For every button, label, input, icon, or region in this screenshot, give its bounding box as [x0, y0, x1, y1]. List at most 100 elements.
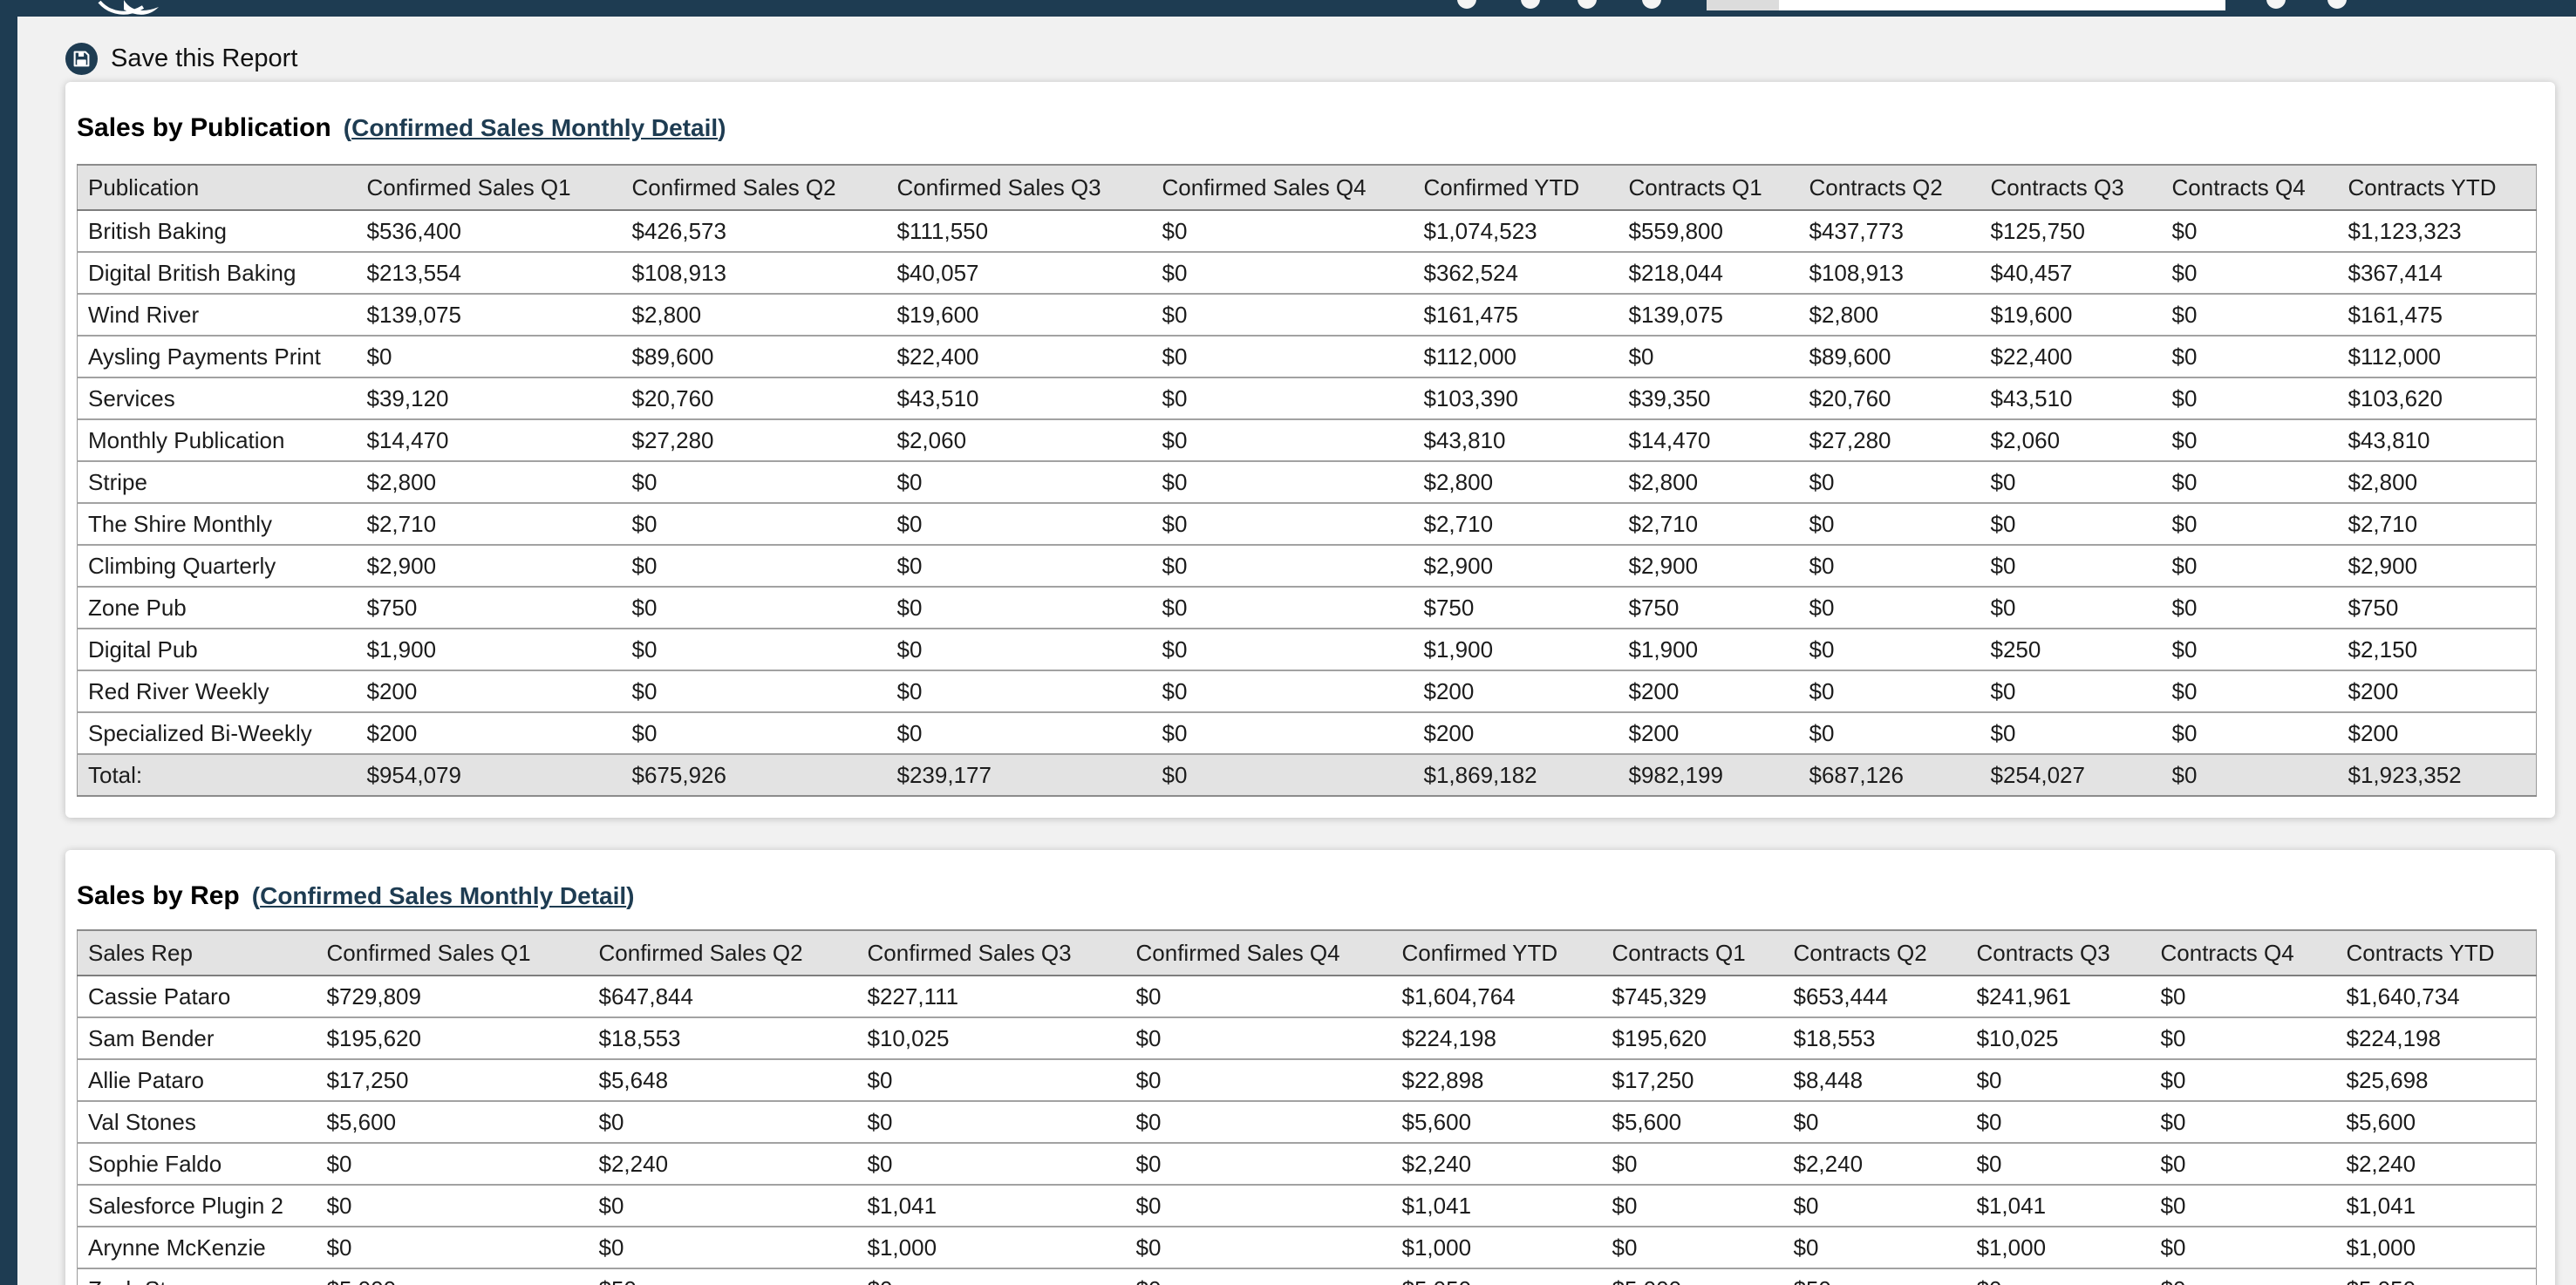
cell-value: $1,041	[856, 1185, 1126, 1227]
cell-value: $22,400	[1980, 336, 2162, 378]
cell-value: $2,710	[1413, 503, 1619, 546]
global-search-input[interactable]	[1779, 0, 2225, 10]
save-report-button[interactable]: Save this Report	[65, 41, 297, 76]
cell-value: $0	[1601, 1185, 1783, 1227]
nav-icon[interactable]	[1578, 0, 1597, 9]
cell-value: $2,710	[2337, 503, 2537, 546]
cell-value: $0	[2161, 503, 2338, 546]
cell-value: $0	[1980, 670, 2162, 713]
cell-value: $254,027	[1980, 754, 2162, 797]
cell-value: $0	[1980, 545, 2162, 588]
cell-value: $2,800	[1618, 461, 1799, 504]
table-header-row: Sales Rep Confirmed Sales Q1 Confirmed Sal…	[77, 929, 2537, 976]
cell-value: $108,913	[1798, 252, 1980, 295]
row-label: Sophie Faldo	[77, 1143, 317, 1186]
cell-value: $39,350	[1618, 377, 1799, 420]
cell-value: $0	[588, 1101, 857, 1144]
cell-value: $0	[2161, 419, 2338, 462]
cell-value: $0	[621, 629, 887, 671]
cell-value: $0	[2161, 336, 2338, 378]
nav-icon[interactable]	[1521, 0, 1540, 9]
section-title: Sales by Rep	[77, 881, 240, 910]
cell-value: $40,057	[886, 252, 1152, 295]
cell-value: $954,079	[356, 754, 622, 797]
cell-value: $750	[2337, 587, 2537, 629]
nav-icon[interactable]	[1457, 0, 1476, 9]
cell-value: $89,600	[1798, 336, 1980, 378]
table-row: Red River Weekly $200 $0 $0 $0 $200 $200 $0 $0 $0…	[77, 670, 2537, 713]
cell-value: $89,600	[621, 336, 887, 378]
cell-value: $2,800	[621, 294, 887, 337]
cell-value: $0	[2150, 1185, 2336, 1227]
cell-value: $27,280	[621, 419, 887, 462]
search-category-button[interactable]	[1707, 0, 1779, 10]
column-header: Confirmed YTD	[1413, 164, 1619, 211]
cell-value: $1,869,182	[1413, 754, 1619, 797]
row-label: Sam Bender	[77, 1017, 317, 1060]
cell-value: $0	[1151, 629, 1414, 671]
cell-value: $0	[2150, 1101, 2336, 1144]
cell-value: $2,900	[1413, 545, 1619, 588]
table-row: British Baking $536,400 $426,573 $111,550 $0…	[77, 210, 2537, 253]
cell-value: $43,810	[2337, 419, 2537, 462]
table-row: Zone Pub $750 $0 $0 $0 $750 $750 $0 $0 $0 $750	[77, 587, 2537, 629]
sales-by-rep-table: Sales Rep Confirmed Sales Q1 Confirmed Sal…	[77, 929, 2537, 1285]
cell-value: $0	[1151, 545, 1414, 588]
table-row: Monthly Publication $14,470 $27,280 $2,060 $…	[77, 419, 2537, 462]
row-label: Total:	[77, 754, 357, 797]
confirmed-sales-detail-link[interactable]: Confirmed Sales Monthly Detail	[260, 882, 627, 909]
nav-icon[interactable]	[2327, 0, 2347, 9]
cell-value: $103,620	[2337, 377, 2537, 420]
confirmed-sales-detail-link[interactable]: Confirmed Sales Monthly Detail	[351, 114, 719, 141]
cell-value: $362,524	[1413, 252, 1619, 295]
nav-icon[interactable]	[2266, 0, 2286, 9]
column-header: Confirmed Sales Q4	[1125, 929, 1392, 976]
nav-icon[interactable]	[1642, 0, 1661, 9]
cell-value: $2,900	[2337, 545, 2537, 588]
cell-value: $200	[1413, 670, 1619, 713]
cell-value: $0	[2150, 1059, 2336, 1102]
left-sidebar-strip	[0, 0, 17, 1285]
cell-value: $112,000	[1413, 336, 1619, 378]
cell-value: $982,199	[1618, 754, 1799, 797]
cell-value: $0	[1125, 1017, 1392, 1060]
cell-value: $5,000	[316, 1268, 589, 1285]
cell-value: $125,750	[1980, 210, 2162, 253]
row-label: British Baking	[77, 210, 357, 253]
cell-value: $1,923,352	[2337, 754, 2537, 797]
cell-value: $1,900	[1413, 629, 1619, 671]
cell-value: $43,810	[1413, 419, 1619, 462]
cell-value: $745,329	[1601, 976, 1783, 1018]
cell-value: $0	[1151, 419, 1414, 462]
top-navigation-bar	[0, 0, 2576, 17]
cell-value: $0	[1151, 670, 1414, 713]
cell-value: $17,250	[1601, 1059, 1783, 1102]
column-header: Contracts YTD	[2337, 164, 2537, 211]
cell-value: $161,475	[2337, 294, 2537, 337]
paren: )	[626, 882, 635, 909]
column-header: Contracts Q2	[1782, 929, 1966, 976]
cell-value: $0	[856, 1143, 1126, 1186]
cell-value: $20,760	[1798, 377, 1980, 420]
cell-value: $195,620	[316, 1017, 589, 1060]
row-label: Arynne McKenzie	[77, 1227, 317, 1269]
cell-value: $0	[1966, 1059, 2150, 1102]
app-logo-icon[interactable]	[98, 0, 169, 17]
cell-value: $437,773	[1798, 210, 1980, 253]
table-row: Services $39,120 $20,760 $43,510 $0 $103,390 $…	[77, 377, 2537, 420]
cell-value: $2,710	[1618, 503, 1799, 546]
sales-by-rep-card: Sales by Rep (Confirmed Sales Monthly De…	[65, 850, 2555, 1285]
cell-value: $22,400	[886, 336, 1152, 378]
cell-value: $1,041	[2335, 1185, 2537, 1227]
cell-value: $2,150	[2337, 629, 2537, 671]
cell-value: $39,120	[356, 377, 622, 420]
column-header: Contracts Q4	[2150, 929, 2336, 976]
cell-value: $0	[2161, 712, 2338, 755]
column-header: Contracts Q2	[1798, 164, 1980, 211]
cell-value: $0	[2150, 1017, 2336, 1060]
cell-value: $18,553	[588, 1017, 857, 1060]
cell-value: $1,640,734	[2335, 976, 2537, 1018]
cell-value: $200	[1618, 670, 1799, 713]
cell-value: $0	[2161, 252, 2338, 295]
